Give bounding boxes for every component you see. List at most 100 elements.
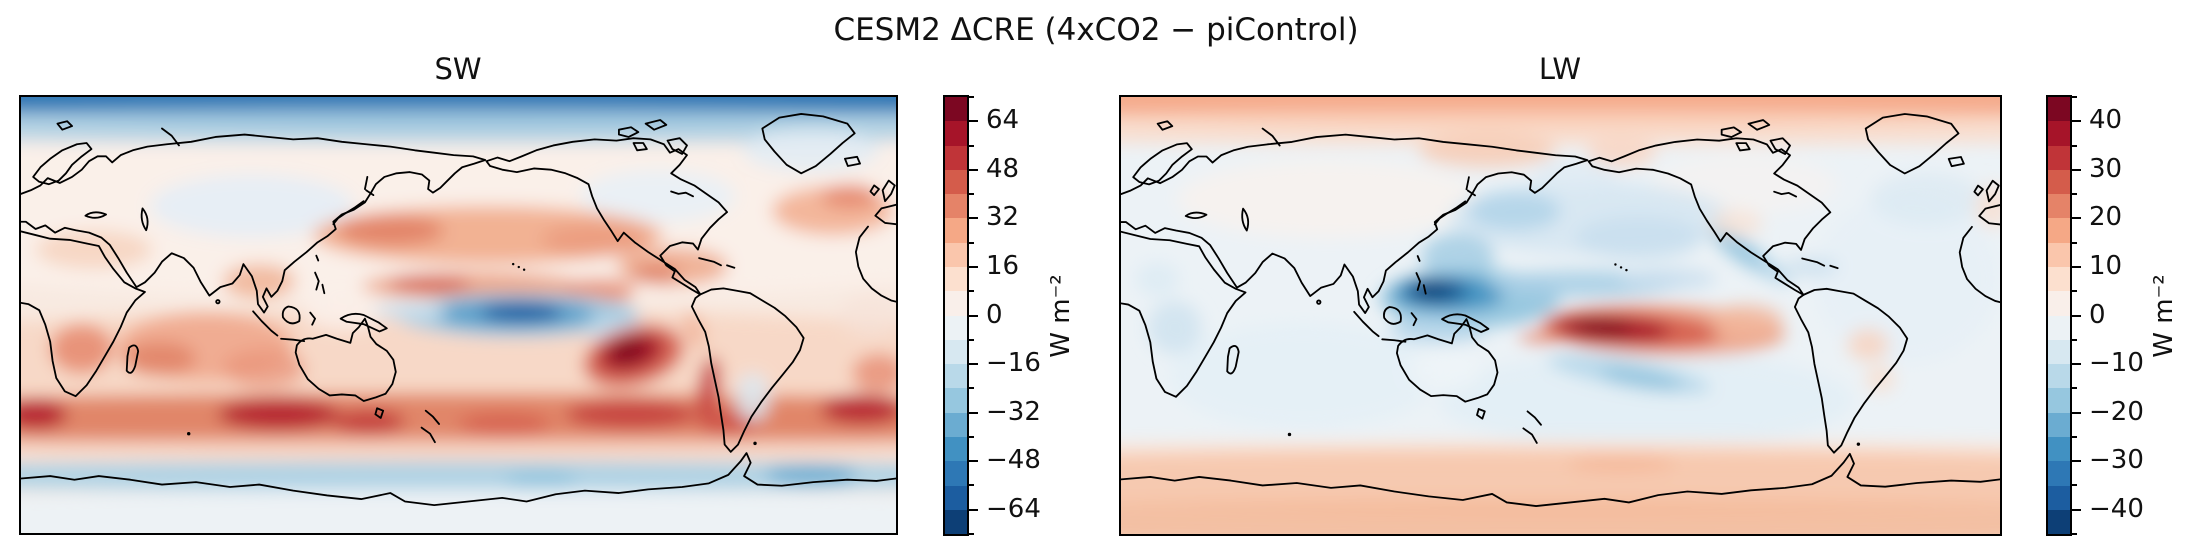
colorbar-segment <box>2048 218 2070 243</box>
colorbar-minor-tick <box>2072 387 2077 390</box>
colorbar-major-tick <box>969 314 978 317</box>
colorbar-segment <box>945 291 967 316</box>
colorbar-major-tick <box>969 363 978 366</box>
colorbar-major-tick <box>969 508 978 511</box>
colorbar-major-tick <box>2072 120 2081 123</box>
colorbar-minor-tick <box>969 387 974 390</box>
map-panel-sw <box>19 95 898 535</box>
colorbar-major-tick <box>969 460 978 463</box>
colorbar-segment <box>945 242 967 267</box>
colorbar-major-tick <box>2072 217 2081 220</box>
colorbar-segment <box>2048 315 2070 340</box>
colorbar-tick-label: −10 <box>2089 348 2144 379</box>
panel-title-lw: LW <box>1538 52 1582 86</box>
colorbar-major-tick <box>2072 363 2081 366</box>
colorbar-minor-tick <box>969 193 974 196</box>
colorbar-minor-tick <box>2072 435 2077 438</box>
colorbar-segment <box>945 412 967 437</box>
colorbar-tick-label: −48 <box>986 445 1041 476</box>
colorbar-tick-label: 40 <box>2089 105 2123 136</box>
colorbar-sw-ticks: −64 −48 −32 −16 0 16 32 48 64 <box>969 96 1089 535</box>
colorbar-minor-tick <box>969 338 974 341</box>
colorbar-major-tick <box>2072 460 2081 463</box>
colorbar-sw: −64 −48 −32 −16 0 16 32 48 64 W m⁻² <box>943 95 1103 536</box>
colorbar-segment <box>945 461 967 486</box>
colorbar-sw-bar <box>943 95 969 536</box>
colorbar-minor-tick <box>2072 484 2077 487</box>
colorbar-minor-tick <box>969 241 974 244</box>
map-panel-lw <box>1119 95 2002 536</box>
colorbar-tick-label: −32 <box>986 396 1041 427</box>
colorbar-minor-tick <box>969 290 974 293</box>
map-svg-sw <box>21 97 896 533</box>
colorbar-segment <box>2048 485 2070 510</box>
colorbar-minor-tick <box>969 435 974 438</box>
colorbar-tick-label: 48 <box>986 153 1020 184</box>
colorbar-major-tick <box>969 168 978 171</box>
colorbar-major-tick <box>2072 508 2081 511</box>
colorbar-minor-tick <box>2072 193 2077 196</box>
colorbar-tick-label: 10 <box>2089 250 2123 281</box>
colorbar-tick-label: −30 <box>2089 445 2144 476</box>
colorbar-segment <box>945 388 967 413</box>
colorbar-segment <box>2048 364 2070 389</box>
field-layer-sw <box>21 97 896 533</box>
colorbar-segment <box>945 364 967 389</box>
colorbar-segment <box>945 194 967 219</box>
colorbar-segment <box>2048 242 2070 267</box>
colorbar-major-tick <box>2072 265 2081 268</box>
field-layer-lw <box>1121 97 2000 534</box>
figure-title: CESM2 ΔCRE (4xCO2 − piControl) <box>833 12 1359 48</box>
colorbar-major-tick <box>969 217 978 220</box>
colorbar-segment <box>2048 412 2070 437</box>
colorbar-segment <box>945 339 967 365</box>
colorbar-tick-label: −20 <box>2089 396 2144 427</box>
colorbar-segment <box>945 315 967 340</box>
colorbar-tick-label: 16 <box>986 250 1020 281</box>
colorbar-major-tick <box>969 265 978 268</box>
colorbar-segment <box>945 169 967 195</box>
colorbar-tick-label: 0 <box>2089 299 2106 330</box>
colorbar-minor-tick <box>2072 144 2077 147</box>
colorbar-segment <box>2048 461 2070 486</box>
panel-title-sw: SW <box>434 52 482 86</box>
colorbar-tick-label: −16 <box>986 348 1041 379</box>
colorbar-tick-label: 30 <box>2089 153 2123 184</box>
colorbar-segment <box>945 218 967 243</box>
colorbar-tick-label: −40 <box>2089 493 2144 524</box>
colorbar-lw-unit-label: W m⁻² <box>2149 273 2179 358</box>
colorbar-sw-unit-label: W m⁻² <box>1046 273 1076 358</box>
colorbar-segment <box>2048 339 2070 365</box>
colorbar-lw: −40 −30 −20 −10 0 10 20 30 40 W m⁻² <box>2046 95 2206 536</box>
colorbar-minor-tick <box>2072 241 2077 244</box>
colorbar-major-tick <box>969 120 978 123</box>
map-svg-lw <box>1121 97 2000 534</box>
colorbar-segment <box>2048 388 2070 413</box>
colorbar-tick-label: 32 <box>986 202 1020 233</box>
colorbar-major-tick <box>2072 411 2081 414</box>
colorbar-segment <box>2048 194 2070 219</box>
colorbar-segment <box>945 145 967 170</box>
colorbar-segment <box>945 509 967 535</box>
colorbar-segment <box>945 121 967 146</box>
colorbar-minor-tick <box>969 96 974 98</box>
colorbar-segment <box>945 97 967 122</box>
colorbar-minor-tick <box>969 144 974 147</box>
colorbar-segment <box>2048 291 2070 316</box>
colorbar-minor-tick <box>2072 290 2077 293</box>
colorbar-major-tick <box>2072 314 2081 317</box>
colorbar-segment <box>2048 169 2070 195</box>
colorbar-tick-label: 20 <box>2089 202 2123 233</box>
colorbar-segment <box>2048 266 2070 292</box>
colorbar-segment <box>2048 145 2070 170</box>
colorbar-tick-label: 64 <box>986 105 1020 136</box>
colorbar-lw-bar <box>2046 95 2072 536</box>
colorbar-minor-tick <box>2072 338 2077 341</box>
colorbar-segment <box>2048 436 2070 462</box>
colorbar-minor-tick <box>2072 533 2077 535</box>
colorbar-major-tick <box>969 411 978 414</box>
colorbar-major-tick <box>2072 168 2081 171</box>
colorbar-minor-tick <box>2072 96 2077 98</box>
colorbar-minor-tick <box>969 533 974 535</box>
